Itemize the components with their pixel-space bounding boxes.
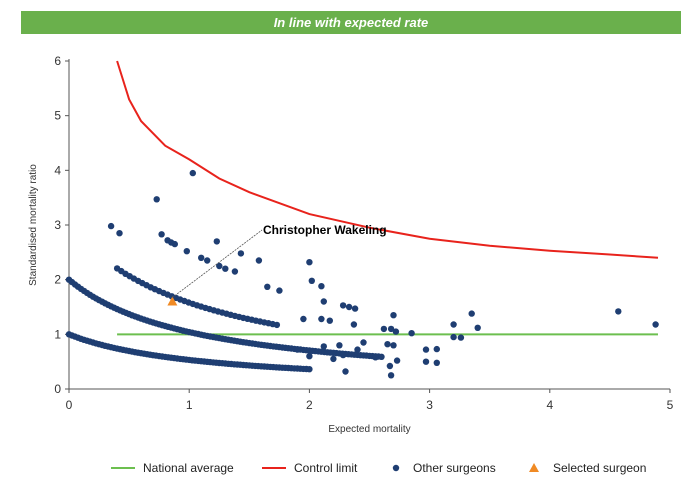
other-surgeon-point (264, 283, 271, 290)
other-surgeon-point (171, 240, 178, 248)
other-surgeon-point (360, 339, 367, 346)
other-surgeon-point (372, 354, 379, 361)
legend: National average Control limit Other surge… (111, 461, 646, 475)
other-surgeon-point (392, 328, 400, 335)
y-tick-label: 4 (54, 163, 61, 177)
other-surgeon-point (351, 305, 359, 312)
other-surgeon-point (294, 346, 301, 353)
other-surgeon-point (107, 222, 115, 230)
other-surgeon-point (320, 343, 327, 350)
other-surgeon-point (386, 362, 394, 370)
other-surgeon-point (204, 257, 211, 264)
other-surgeon-point (615, 308, 622, 315)
other-surgeon-point (273, 321, 281, 329)
other-surgeon-point (350, 321, 358, 328)
legend-selected-label: Selected surgeon (553, 461, 646, 475)
other-surgeon-point (198, 254, 205, 261)
other-surgeon-point (422, 358, 430, 365)
other-surgeon-point (336, 342, 343, 349)
other-surgeon-point (339, 302, 347, 309)
other-surgeon-point (390, 312, 397, 319)
other-surgeon-point (387, 372, 395, 379)
other-surgeon-point (183, 248, 190, 255)
other-surgeon-point (300, 315, 307, 323)
selected-surgeon-label: Christopher Wakeling (263, 223, 387, 237)
other-surgeon-point (433, 359, 440, 366)
y-tick-label: 3 (54, 218, 61, 232)
other-surgeon-point (189, 169, 196, 177)
other-surgeon-point (276, 287, 283, 294)
other-surgeon-point (408, 330, 415, 337)
other-surgeon-point (116, 230, 123, 237)
other-surgeon-point (433, 345, 440, 353)
chart-title-banner: In line with expected rate (21, 11, 681, 34)
other-surgeon-point (339, 351, 347, 359)
x-axis-label: Expected mortality (328, 424, 410, 435)
legend-others-swatch (392, 464, 400, 472)
axes: 0 1 2 3 4 5 0 1 2 3 4 5 6 Expected mortality Standardi… (28, 54, 674, 435)
other-surgeon-point (306, 353, 313, 360)
other-surgeon-point (378, 353, 385, 360)
other-surgeon-point (153, 196, 160, 203)
other-surgeon-point (380, 325, 388, 333)
other-surgeon-point (354, 346, 361, 353)
other-surgeon-point (652, 321, 659, 328)
other-surgeon-point (474, 324, 481, 331)
legend-control-label: Control limit (294, 461, 358, 475)
y-tick-label: 2 (54, 273, 61, 287)
other-surgeon-point (231, 268, 239, 275)
other-surgeon-point (450, 333, 457, 341)
other-surgeon-point (384, 341, 391, 348)
selected-surgeon-marker (167, 296, 178, 306)
other-surgeon-point (216, 262, 223, 270)
other-surgeon-point (345, 303, 353, 311)
x-tick-label: 4 (546, 398, 553, 412)
other-surgeon-point (318, 315, 325, 323)
other-surgeon-point (255, 257, 263, 264)
y-tick-label: 0 (54, 382, 61, 396)
other-surgeon-point (450, 321, 457, 328)
other-surgeon-point (306, 259, 313, 266)
other-surgeon-point (326, 317, 333, 324)
x-tick-label: 2 (306, 398, 313, 412)
other-surgeon-point (318, 283, 325, 290)
x-tick-label: 1 (186, 398, 193, 412)
other-surgeon-point (387, 325, 395, 333)
other-surgeon-point (213, 238, 220, 245)
y-tick-label: 1 (54, 327, 61, 341)
y-tick-label: 5 (54, 109, 61, 123)
x-tick-label: 5 (667, 398, 674, 412)
other-surgeon-point (308, 277, 315, 284)
other-surgeon-point (422, 346, 430, 353)
other-surgeon-point (393, 357, 401, 364)
selected-annotation: Christopher Wakeling (172, 223, 387, 298)
y-axis-label: Standardised mortality ratio (28, 164, 39, 286)
legend-selected-swatch (529, 463, 539, 472)
other-surgeon-point (158, 231, 165, 238)
other-surgeon-point (457, 334, 465, 341)
other-surgeon-point (306, 366, 313, 373)
other-surgeon-point (320, 298, 327, 305)
legend-others-label: Other surgeons (413, 461, 496, 475)
y-tick-label: 6 (54, 54, 61, 68)
control-limit-curve (116, 60, 659, 259)
other-surgeon-point (330, 355, 337, 363)
annotation-leader-line (172, 229, 263, 298)
other-surgeon-point (390, 342, 397, 349)
other-surgeon-point (468, 310, 475, 317)
other-surgeon-point (342, 368, 349, 375)
other-surgeon-point (237, 250, 245, 257)
chart-title-text: In line with expected rate (273, 15, 429, 30)
other-surgeon-point (222, 265, 229, 272)
x-tick-label: 3 (426, 398, 433, 412)
plot-series (65, 60, 659, 379)
legend-national-label: National average (143, 461, 234, 475)
x-tick-label: 0 (66, 398, 73, 412)
